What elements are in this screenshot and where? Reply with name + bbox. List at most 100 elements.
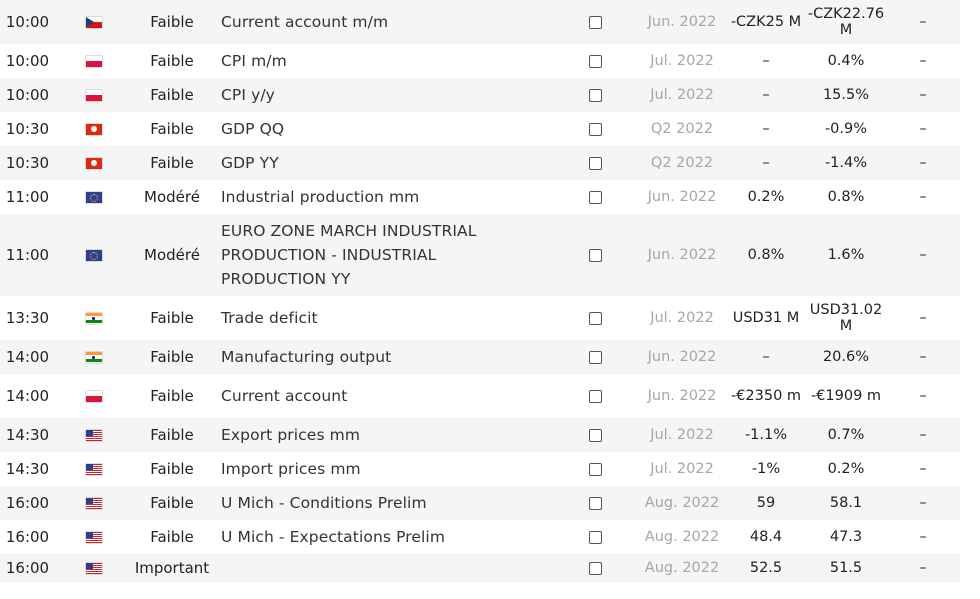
event-name[interactable]: U Mich - Expectations Prelim bbox=[221, 528, 446, 546]
event-period: Jun. 2022 bbox=[647, 388, 717, 404]
importance-label: Faible bbox=[150, 309, 194, 327]
table-row[interactable]: 10:00 Faible CPI y/y Jul. 2022 – 15.5% – bbox=[0, 78, 960, 112]
previous-value: 47.3 bbox=[829, 529, 863, 545]
importance-label: Modéré bbox=[144, 246, 200, 264]
importance-label: Faible bbox=[150, 460, 194, 478]
event-time: 10:00 bbox=[5, 86, 50, 104]
event-name[interactable]: GDP YY bbox=[221, 154, 279, 172]
event-name[interactable]: CPI m/m bbox=[221, 52, 287, 70]
forecast-value: -1% bbox=[751, 461, 781, 477]
event-period: Jul. 2022 bbox=[650, 427, 714, 443]
event-name[interactable]: Export prices mm bbox=[221, 426, 361, 444]
usa-flag-icon bbox=[86, 562, 102, 574]
forecast-value: 0.8% bbox=[747, 247, 785, 263]
table-row[interactable]: 10:30 Faible GDP QQ Q2 2022 – -0.9% – bbox=[0, 112, 960, 146]
event-time: 10:30 bbox=[5, 154, 50, 172]
event-checkbox[interactable] bbox=[588, 389, 602, 403]
event-time: 14:30 bbox=[5, 426, 50, 444]
event-checkbox[interactable] bbox=[588, 15, 602, 29]
usa-flag-icon bbox=[86, 531, 102, 543]
event-name[interactable] bbox=[221, 554, 541, 582]
previous-value: -0.9% bbox=[824, 121, 868, 137]
event-name[interactable]: Trade deficit bbox=[221, 309, 318, 327]
importance-label: Faible bbox=[150, 387, 194, 405]
event-checkbox[interactable] bbox=[588, 54, 602, 68]
event-name[interactable]: Industrial production mm bbox=[221, 188, 420, 206]
event-name[interactable]: Import prices mm bbox=[221, 460, 361, 478]
event-name[interactable]: U Mich - Conditions Prelim bbox=[221, 494, 427, 512]
event-period: Jul. 2022 bbox=[650, 310, 714, 326]
event-checkbox[interactable] bbox=[588, 311, 602, 325]
table-row[interactable]: 14:00 Faible Current account Jun. 2022 -€235… bbox=[0, 374, 960, 418]
actual-value: – bbox=[919, 349, 927, 365]
event-checkbox[interactable] bbox=[588, 88, 602, 102]
india-flag-icon bbox=[86, 351, 102, 363]
eu-flag-icon bbox=[86, 191, 102, 203]
event-checkbox[interactable] bbox=[588, 122, 602, 136]
event-checkbox[interactable] bbox=[588, 248, 602, 262]
forecast-value: -CZK25 M bbox=[730, 14, 802, 30]
event-name[interactable]: Manufacturing output bbox=[221, 348, 392, 366]
poland-flag-icon bbox=[86, 390, 102, 402]
event-period: Q2 2022 bbox=[650, 155, 714, 171]
event-time: 14:00 bbox=[5, 387, 50, 405]
previous-value: 58.1 bbox=[829, 495, 863, 511]
eu-flag-icon bbox=[86, 249, 102, 261]
event-name[interactable]: GDP QQ bbox=[221, 120, 285, 138]
event-time: 16:00 bbox=[5, 559, 50, 577]
importance-label: Faible bbox=[150, 120, 194, 138]
previous-value: 0.8% bbox=[827, 189, 865, 205]
event-checkbox[interactable] bbox=[588, 561, 602, 575]
actual-value: – bbox=[919, 529, 927, 545]
event-time: 10:00 bbox=[5, 13, 50, 31]
table-row[interactable]: 10:00 Faible CPI m/m Jul. 2022 – 0.4% – bbox=[0, 44, 960, 78]
table-row[interactable]: 11:00 Modéré Industrial production mm Jun. … bbox=[0, 180, 960, 214]
actual-value: – bbox=[919, 461, 927, 477]
event-checkbox[interactable] bbox=[588, 462, 602, 476]
table-row[interactable]: 10:00 Faible Current account m/m Jun. 2022-… bbox=[0, 0, 960, 44]
hong-kong-flag-icon bbox=[86, 157, 102, 169]
table-row[interactable]: 16:00 Faible U Mich - Expectations Prelim A… bbox=[0, 520, 960, 554]
event-checkbox[interactable] bbox=[588, 530, 602, 544]
event-name[interactable]: Current account m/m bbox=[221, 13, 389, 31]
event-time: 11:00 bbox=[5, 188, 50, 206]
previous-value: 51.5 bbox=[829, 560, 863, 576]
previous-value: 0.7% bbox=[827, 427, 865, 443]
table-row[interactable]: 16:00 Important Aug. 2022 52.5 51.5 – bbox=[0, 554, 960, 582]
previous-value: 0.4% bbox=[827, 53, 865, 69]
table-row[interactable]: 14:30 Faible Export prices mm Jul. 2022 -1.1… bbox=[0, 418, 960, 452]
actual-value: – bbox=[919, 388, 927, 404]
poland-flag-icon bbox=[86, 55, 102, 67]
table-row[interactable]: 11:00 Modéré EURO ZONE MARCH INDUSTRIAL PR… bbox=[0, 214, 960, 296]
actual-value: – bbox=[919, 310, 927, 326]
table-row[interactable]: 10:30 Faible GDP YY Q2 2022 – -1.4% – bbox=[0, 146, 960, 180]
event-time: 16:00 bbox=[5, 494, 50, 512]
table-row[interactable]: 16:00 Faible U Mich - Conditions Prelim Aug… bbox=[0, 486, 960, 520]
event-period: Aug. 2022 bbox=[644, 560, 720, 576]
table-row[interactable]: 14:30 Faible Import prices mm Jul. 2022 -1% 0… bbox=[0, 452, 960, 486]
forecast-value: 59 bbox=[756, 495, 776, 511]
event-checkbox[interactable] bbox=[588, 190, 602, 204]
event-name[interactable]: Current account bbox=[221, 387, 348, 405]
event-checkbox[interactable] bbox=[588, 428, 602, 442]
actual-value: – bbox=[919, 560, 927, 576]
table-row[interactable]: 13:30 Faible Trade deficit Jul. 2022 USD31 M… bbox=[0, 296, 960, 340]
forecast-value: – bbox=[762, 53, 770, 69]
event-period: Aug. 2022 bbox=[644, 529, 720, 545]
event-period: Jul. 2022 bbox=[650, 53, 714, 69]
forecast-value: – bbox=[762, 349, 770, 365]
event-name[interactable]: EURO ZONE MARCH INDUSTRIAL PRODUCTION - … bbox=[221, 222, 477, 288]
event-period: Jun. 2022 bbox=[647, 14, 717, 30]
event-checkbox[interactable] bbox=[588, 496, 602, 510]
actual-value: – bbox=[919, 121, 927, 137]
india-flag-icon bbox=[86, 312, 102, 324]
economic-calendar-table: 10:00 Faible Current account m/m Jun. 2022-… bbox=[0, 0, 960, 582]
event-checkbox[interactable] bbox=[588, 350, 602, 364]
event-checkbox[interactable] bbox=[588, 156, 602, 170]
previous-value: -1.4% bbox=[824, 155, 868, 171]
event-period: Jun. 2022 bbox=[647, 247, 717, 263]
event-name[interactable]: CPI y/y bbox=[221, 86, 275, 104]
table-row[interactable]: 14:00 Faible Manufacturing output Jun. 2022… bbox=[0, 340, 960, 374]
importance-label: Modéré bbox=[144, 188, 200, 206]
importance-label: Faible bbox=[150, 86, 194, 104]
